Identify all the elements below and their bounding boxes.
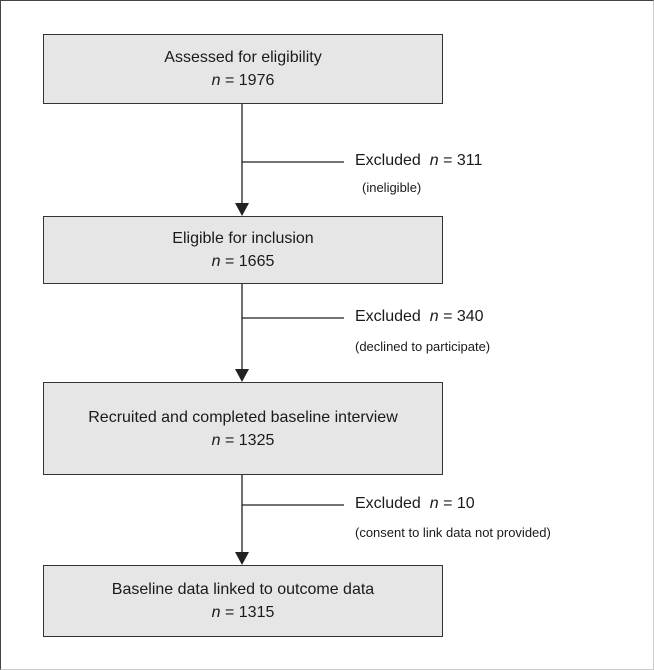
node-box: Eligible for inclusion n = 1665 bbox=[43, 216, 443, 284]
node-box: Recruited and completed baseline intervi… bbox=[43, 382, 443, 475]
node-count: n = 1976 bbox=[212, 69, 275, 92]
n-symbol: n bbox=[211, 72, 221, 89]
count: = 1976 bbox=[224, 72, 275, 89]
exclusion: Excluded n = 10 bbox=[355, 494, 475, 514]
count: = 10 bbox=[443, 495, 475, 512]
node-count: n = 1325 bbox=[212, 429, 275, 452]
node-box: Baseline data linked to outcome data n =… bbox=[43, 565, 443, 637]
node-count: n = 1665 bbox=[212, 250, 275, 273]
node-label: Baseline data linked to outcome data bbox=[111, 581, 375, 598]
count: = 1665 bbox=[224, 253, 275, 270]
exclusion-reason: (ineligible) bbox=[362, 180, 422, 195]
exclusion-label: Excluded bbox=[355, 152, 421, 169]
exclusion: Excluded n = 340 bbox=[355, 307, 484, 327]
n-symbol: n bbox=[211, 604, 221, 621]
n-symbol: n bbox=[429, 308, 439, 325]
node-label: Recruited and completed baseline intervi… bbox=[88, 408, 398, 426]
n-symbol: n bbox=[429, 495, 439, 512]
count: = 1325 bbox=[224, 431, 275, 449]
exclusion: Excluded n = 311 bbox=[355, 151, 482, 171]
node-label: Assessed for eligibility bbox=[164, 49, 322, 66]
exclusion-label: Excluded bbox=[355, 495, 421, 512]
node-label: Eligible for inclusion bbox=[172, 230, 314, 247]
n-symbol: n bbox=[429, 152, 439, 169]
exclusion-label: Excluded bbox=[355, 308, 421, 325]
node-count: n = 1315 bbox=[212, 601, 275, 624]
node-box: Assessed for eligibility n = 1976 bbox=[43, 34, 443, 104]
exclusion-reason: (declined to participate) bbox=[355, 339, 491, 354]
n-symbol: n bbox=[211, 253, 221, 270]
count: = 1315 bbox=[224, 604, 275, 621]
count: = 311 bbox=[443, 152, 483, 169]
count: = 340 bbox=[443, 308, 484, 325]
exclusion-reason: (consent to link data not provided) bbox=[355, 525, 551, 540]
n-symbol: n bbox=[211, 431, 221, 449]
